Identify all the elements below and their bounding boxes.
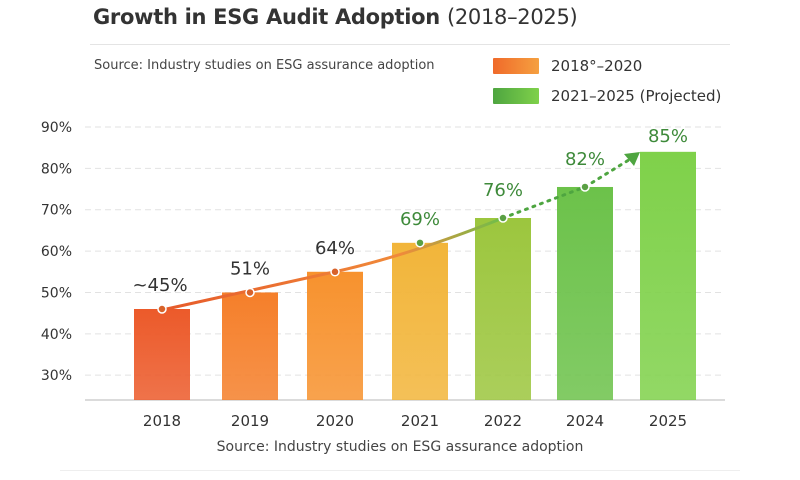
- data-label: 51%: [230, 258, 270, 279]
- chart-title: Growth in ESG Audit Adoption (2018–2025): [93, 5, 578, 29]
- data-label: 69%: [400, 209, 440, 230]
- y-tick-label: 30%: [41, 368, 72, 384]
- bar-2018: [134, 309, 190, 400]
- legend-swatch: [493, 58, 539, 74]
- bar-2022: [475, 218, 531, 400]
- x-tick-label: 2018: [143, 412, 181, 430]
- data-label: ~45%: [132, 275, 187, 296]
- chart-subtitle: Source: Industry studies on ESG assuranc…: [94, 58, 435, 73]
- title-text: Growth in ESG Audit Adoption: [93, 5, 440, 29]
- bar-2020: [307, 271, 363, 400]
- legend-label: 2021–2025 (Projected): [551, 87, 722, 105]
- bar-2019: [222, 292, 278, 400]
- data-label: 85%: [648, 126, 688, 147]
- bar-2021: [392, 242, 448, 400]
- x-tick-label: 2019: [231, 412, 269, 430]
- trend-point: [498, 213, 508, 223]
- legend-label: 2018°–2020: [551, 57, 643, 75]
- data-label: 82%: [565, 149, 605, 170]
- y-tick-label: 70%: [41, 203, 72, 219]
- y-tick-label: 50%: [41, 285, 72, 301]
- footer-divider: [60, 470, 740, 471]
- x-tick-label: 2020: [316, 412, 354, 430]
- title-years: (2018–2025): [446, 5, 578, 29]
- x-tick-label: 2025: [649, 412, 687, 430]
- bar-2024: [557, 186, 613, 400]
- data-label: 64%: [315, 238, 355, 259]
- y-tick-label: 90%: [41, 120, 72, 136]
- trend-point: [415, 238, 425, 248]
- x-tick-label: 2022: [484, 412, 522, 430]
- y-tick-label: 60%: [41, 244, 72, 260]
- x-tick-label: 2024: [566, 412, 604, 430]
- y-tick-label: 80%: [41, 161, 72, 177]
- footer-source: Source: Industry studies on ESG assuranc…: [216, 439, 584, 455]
- trend-point: [245, 287, 255, 298]
- divider: [90, 44, 730, 45]
- y-tick-label: 40%: [41, 327, 72, 343]
- x-tick-label: 2021: [401, 412, 439, 430]
- legend-swatch: [493, 88, 539, 104]
- data-label: 76%: [483, 180, 523, 201]
- trend-point: [157, 304, 167, 314]
- legend-item-projected: 2021–2025 (Projected): [493, 87, 721, 105]
- trend-point: [330, 267, 340, 277]
- legend-item-historic: 2018°–2020: [493, 57, 642, 75]
- trend-point: [580, 182, 590, 192]
- arrow-head-icon: [624, 152, 640, 166]
- bar-2025: [640, 151, 696, 400]
